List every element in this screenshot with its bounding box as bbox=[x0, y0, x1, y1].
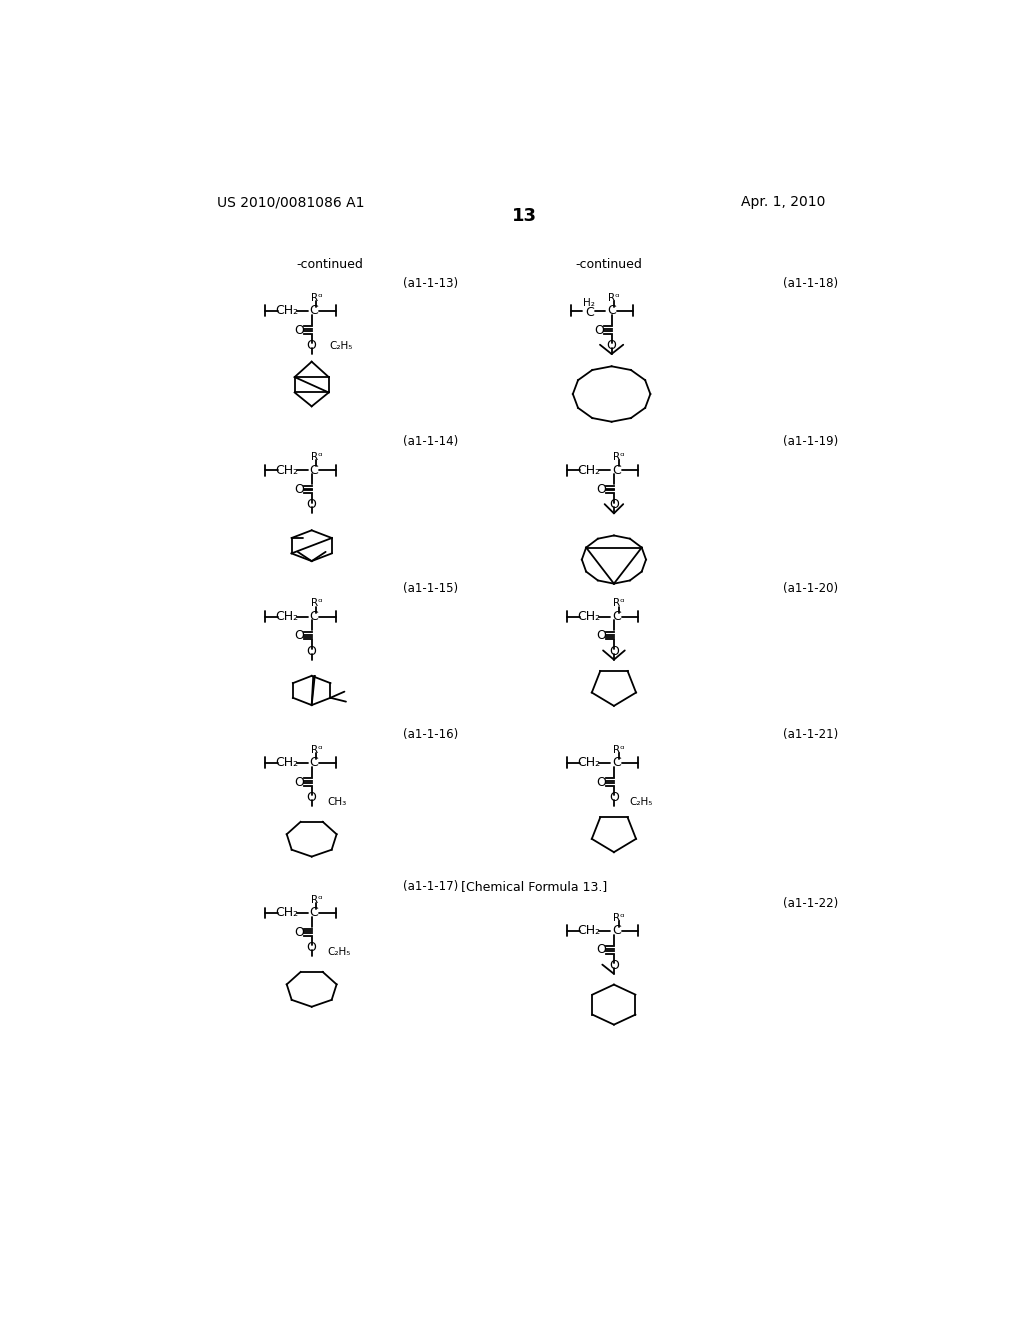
Text: O: O bbox=[307, 941, 316, 954]
Text: US 2010/0081086 A1: US 2010/0081086 A1 bbox=[217, 195, 365, 210]
Text: Rᵅ: Rᵅ bbox=[310, 744, 322, 755]
Text: C: C bbox=[607, 305, 616, 317]
Text: C: C bbox=[309, 463, 318, 477]
Text: C: C bbox=[309, 305, 318, 317]
Text: C₂H₅: C₂H₅ bbox=[630, 797, 653, 807]
Text: Rᵅ: Rᵅ bbox=[310, 895, 322, 906]
Text: CH₃: CH₃ bbox=[328, 797, 346, 807]
Text: O: O bbox=[594, 323, 604, 337]
Text: O: O bbox=[307, 499, 316, 511]
Text: C: C bbox=[612, 463, 621, 477]
Text: (a1-1-16): (a1-1-16) bbox=[403, 727, 459, 741]
Text: 13: 13 bbox=[512, 207, 538, 226]
Text: CH₂: CH₂ bbox=[578, 610, 601, 623]
Text: O: O bbox=[307, 339, 316, 352]
Text: O: O bbox=[294, 483, 304, 496]
Text: O: O bbox=[294, 630, 304, 643]
Text: -continued: -continued bbox=[575, 259, 642, 271]
Text: O: O bbox=[307, 644, 316, 657]
Text: (a1-1-20): (a1-1-20) bbox=[783, 582, 838, 594]
Text: O: O bbox=[609, 791, 618, 804]
Text: (a1-1-14): (a1-1-14) bbox=[403, 436, 459, 449]
Text: Rᵅ: Rᵅ bbox=[310, 598, 322, 609]
Text: CH₂: CH₂ bbox=[275, 907, 298, 920]
Text: (a1-1-21): (a1-1-21) bbox=[783, 727, 838, 741]
Text: Rᵅ: Rᵅ bbox=[613, 598, 625, 609]
Text: C₂H₅: C₂H₅ bbox=[330, 342, 353, 351]
Text: C: C bbox=[585, 306, 594, 319]
Text: C: C bbox=[612, 756, 621, 770]
Text: O: O bbox=[294, 925, 304, 939]
Text: O: O bbox=[307, 791, 316, 804]
Text: O: O bbox=[597, 483, 606, 496]
Text: O: O bbox=[294, 776, 304, 788]
Text: Rᵅ: Rᵅ bbox=[310, 293, 322, 302]
Text: Rᵅ: Rᵅ bbox=[310, 453, 322, 462]
Text: (a1-1-19): (a1-1-19) bbox=[783, 436, 838, 449]
Text: C: C bbox=[612, 924, 621, 937]
Text: (a1-1-17): (a1-1-17) bbox=[403, 879, 459, 892]
Text: O: O bbox=[609, 958, 618, 972]
Text: O: O bbox=[294, 323, 304, 337]
Text: (a1-1-13): (a1-1-13) bbox=[403, 277, 459, 289]
Text: CH₂: CH₂ bbox=[578, 756, 601, 770]
Text: Apr. 1, 2010: Apr. 1, 2010 bbox=[741, 195, 825, 210]
Text: O: O bbox=[609, 644, 618, 657]
Text: CH₂: CH₂ bbox=[578, 463, 601, 477]
Text: CH₂: CH₂ bbox=[578, 924, 601, 937]
Text: CH₂: CH₂ bbox=[275, 305, 298, 317]
Text: Rᵅ: Rᵅ bbox=[613, 912, 625, 923]
Text: O: O bbox=[597, 630, 606, 643]
Text: O: O bbox=[609, 499, 618, 511]
Text: -continued: -continued bbox=[296, 259, 362, 271]
Text: O: O bbox=[597, 776, 606, 788]
Text: (a1-1-18): (a1-1-18) bbox=[783, 277, 838, 289]
Text: CH₂: CH₂ bbox=[275, 610, 298, 623]
Text: CH₂: CH₂ bbox=[275, 463, 298, 477]
Text: CH₂: CH₂ bbox=[275, 756, 298, 770]
Text: O: O bbox=[597, 944, 606, 957]
Text: C: C bbox=[612, 610, 621, 623]
Text: H₂: H₂ bbox=[584, 298, 595, 308]
Text: Rᵅ: Rᵅ bbox=[613, 744, 625, 755]
Text: (a1-1-15): (a1-1-15) bbox=[403, 582, 459, 594]
Text: C: C bbox=[309, 907, 318, 920]
Text: Rᵅ: Rᵅ bbox=[608, 293, 620, 302]
Text: C: C bbox=[309, 756, 318, 770]
Text: O: O bbox=[606, 339, 616, 352]
Text: (a1-1-22): (a1-1-22) bbox=[783, 898, 838, 911]
Text: C₂H₅: C₂H₅ bbox=[328, 948, 350, 957]
Text: C: C bbox=[309, 610, 318, 623]
Text: [Chemical Formula 13.]: [Chemical Formula 13.] bbox=[461, 879, 607, 892]
Text: Rᵅ: Rᵅ bbox=[613, 453, 625, 462]
